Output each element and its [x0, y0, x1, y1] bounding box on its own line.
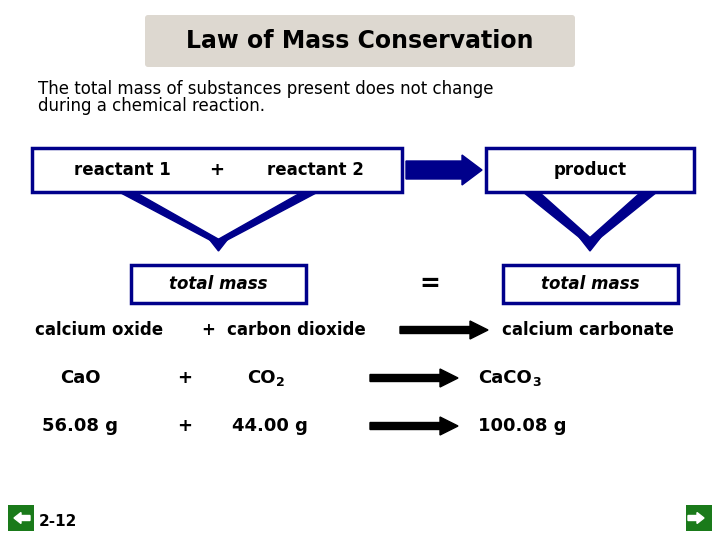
FancyBboxPatch shape	[145, 15, 575, 67]
Text: CaCO: CaCO	[478, 369, 532, 387]
FancyArrow shape	[14, 512, 30, 523]
FancyArrow shape	[400, 321, 488, 339]
Text: during a chemical reaction.: during a chemical reaction.	[38, 97, 265, 115]
FancyArrow shape	[370, 369, 458, 387]
Text: 2: 2	[276, 376, 284, 389]
Text: +: +	[210, 161, 225, 179]
Polygon shape	[585, 192, 657, 242]
FancyArrow shape	[406, 155, 482, 185]
FancyArrow shape	[688, 512, 704, 523]
Text: +: +	[178, 417, 192, 435]
Text: 44.00 g: 44.00 g	[232, 417, 308, 435]
Text: Law of Mass Conservation: Law of Mass Conservation	[186, 29, 534, 53]
FancyBboxPatch shape	[503, 265, 678, 303]
Text: 56.08 g: 56.08 g	[42, 417, 118, 435]
Text: +: +	[178, 369, 192, 387]
Text: +: +	[201, 321, 215, 339]
Text: The total mass of substances present does not change: The total mass of substances present doe…	[38, 80, 493, 98]
Text: reactant 2: reactant 2	[266, 161, 364, 179]
Text: product: product	[554, 161, 626, 179]
Text: =: =	[420, 272, 441, 296]
Text: carbon dioxide: carbon dioxide	[227, 321, 366, 339]
Text: calcium carbonate: calcium carbonate	[502, 321, 674, 339]
Text: reactant 1: reactant 1	[73, 161, 171, 179]
Text: total mass: total mass	[169, 275, 268, 293]
Text: calcium oxide: calcium oxide	[35, 321, 163, 339]
Text: 2-12: 2-12	[39, 515, 77, 530]
Polygon shape	[523, 192, 595, 242]
FancyBboxPatch shape	[8, 505, 34, 531]
Text: 3: 3	[532, 376, 541, 389]
Text: CaO: CaO	[60, 369, 100, 387]
Text: total mass: total mass	[541, 275, 639, 293]
FancyBboxPatch shape	[686, 505, 712, 531]
FancyBboxPatch shape	[32, 148, 402, 192]
FancyBboxPatch shape	[131, 265, 306, 303]
FancyArrow shape	[207, 237, 230, 251]
FancyBboxPatch shape	[486, 148, 694, 192]
FancyArrow shape	[579, 237, 601, 251]
Polygon shape	[214, 192, 318, 242]
Polygon shape	[119, 192, 223, 242]
Text: 100.08 g: 100.08 g	[478, 417, 567, 435]
FancyArrow shape	[370, 417, 458, 435]
Text: CO: CO	[247, 369, 276, 387]
